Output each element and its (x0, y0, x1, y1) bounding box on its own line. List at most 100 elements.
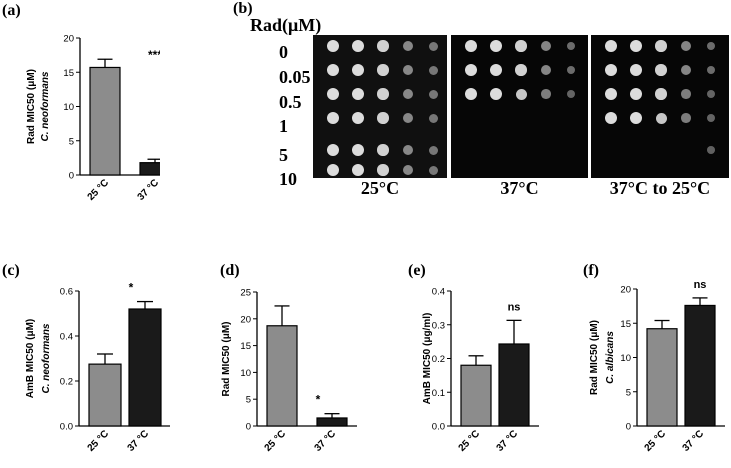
yeast-spot (428, 165, 438, 175)
yeast-spot (352, 64, 364, 76)
yeast-spot (377, 144, 389, 156)
bar (128, 308, 162, 427)
panel-label-f: (f) (583, 262, 599, 279)
bar (684, 304, 716, 427)
yeast-spot (403, 145, 413, 155)
temperature-label: 37°C (500, 178, 539, 198)
y-tick-label: 10 (620, 353, 631, 364)
yeast-spot (681, 113, 691, 123)
category-label: 37 °C (313, 428, 339, 454)
yeast-spot (377, 112, 389, 124)
rad-concentration-title: Rad(μM) (250, 15, 322, 35)
yeast-spot (630, 112, 642, 124)
y-tick-label: 0.1 (432, 388, 445, 399)
bar (498, 343, 530, 427)
yeast-spot (428, 113, 438, 123)
y-tick-label: 5 (69, 136, 74, 147)
y-tick-label: 0 (69, 171, 74, 182)
y-axis-label: AmB MIC50 (μM) (25, 319, 36, 398)
yeast-spot (428, 41, 438, 51)
yeast-spot (567, 90, 575, 98)
yeast-spot (655, 88, 667, 100)
significance-annotation: ns (694, 279, 707, 291)
yeast-spot (707, 90, 715, 98)
y-tick-label: 0.4 (60, 332, 73, 343)
significance-annotation: * (129, 281, 134, 295)
y-axis-label: Rad MIC50 (μM) (589, 320, 600, 395)
yeast-spot (377, 164, 389, 176)
yeast-spot (403, 41, 413, 51)
yeast-spot (403, 89, 413, 99)
yeast-spot (327, 144, 339, 156)
yeast-spot (327, 164, 339, 176)
yeast-spot (707, 146, 715, 154)
temperature-label: 37°C to 25°C (609, 178, 711, 198)
yeast-spot (681, 89, 691, 99)
yeast-spot (515, 88, 527, 100)
category-label: 37 °C (126, 428, 152, 454)
y-tick-label: 0 (626, 422, 631, 433)
yeast-spot (490, 88, 502, 100)
panel-label-c: (c) (2, 262, 20, 279)
yeast-spot (630, 40, 642, 52)
category-label: 37 °C (136, 177, 160, 203)
concentration-label: 0.05 (279, 67, 311, 87)
chart-a: 0 5 10 15 20 25 °C 37 °C *** Rad MIC50 (μM)C. ne… (26, 34, 160, 203)
yeast-spot (428, 89, 438, 99)
y-axis-label-species: C. albicans (605, 331, 616, 384)
y-tick-label: 0.6 (60, 287, 73, 298)
yeast-spot (681, 41, 691, 51)
chart-e: 0.0 0.1 0.2 0.3 0.4 25 °C 37 °C ns AmB MIC50 (μg… (422, 287, 539, 454)
y-tick-label: 0.3 (432, 320, 445, 331)
yeast-spot (681, 65, 691, 75)
yeast-spot (541, 89, 551, 99)
yeast-spot (327, 64, 339, 76)
yeast-spot (706, 65, 716, 75)
y-axis-label-species: C. neoformans (41, 323, 52, 393)
category-label: 37 °C (495, 428, 521, 454)
y-tick-label: 0.0 (60, 422, 73, 433)
y-tick-label: 15 (240, 341, 251, 352)
yeast-spot (352, 164, 364, 176)
y-axis-label: Rad MIC50 (μM) (26, 69, 37, 144)
concentration-label: 0 (279, 42, 288, 62)
yeast-spot (428, 145, 438, 155)
yeast-spot (515, 40, 527, 52)
yeast-spot (465, 64, 477, 76)
yeast-spot (465, 40, 477, 52)
bar (266, 325, 298, 427)
yeast-spot (377, 40, 389, 52)
y-tick-label: 5 (626, 387, 631, 398)
y-tick-label: 25 (240, 288, 251, 299)
yeast-spot (515, 64, 527, 76)
concentration-label: 1 (279, 116, 288, 136)
yeast-spot (630, 88, 642, 100)
y-tick-label: 20 (620, 285, 631, 296)
y-tick-label: 0.0 (432, 422, 445, 433)
category-label: 25 °C (86, 177, 112, 203)
yeast-spot (490, 64, 502, 76)
panel-label-e: (e) (408, 262, 426, 279)
yeast-spot (377, 88, 389, 100)
y-tick-label: 15 (620, 319, 631, 330)
yeast-spot (605, 88, 617, 100)
yeast-spot (605, 112, 617, 124)
y-tick-label: 20 (63, 34, 74, 45)
y-tick-label: 0.4 (432, 287, 445, 298)
y-tick-label: 10 (63, 102, 74, 113)
category-label: 25 °C (86, 428, 112, 454)
yeast-spot (352, 144, 364, 156)
y-axis-label-species: C. neoformans (40, 71, 51, 141)
significance-annotation: ns (508, 301, 521, 313)
agar-plate (451, 35, 588, 178)
yeast-spot (465, 88, 477, 100)
yeast-spot (566, 65, 576, 75)
chart-d: 0 5 10 15 20 25 25 °C 37 °C * Rad MIC50 (μM) (221, 288, 357, 454)
category-label: 25 °C (263, 428, 289, 454)
chart-f: 0 5 10 15 20 25 °C 37 °C ns Rad MIC50 (μM) C. alb… (589, 279, 725, 454)
bar (89, 66, 121, 176)
yeast-spot (428, 65, 438, 75)
chart-c: 0.0 0.2 0.4 0.6 25 °C 37 °C * AmB MIC50 (μM) C. … (25, 281, 170, 454)
category-label: 25 °C (457, 428, 483, 454)
y-tick-label: 20 (240, 314, 251, 325)
